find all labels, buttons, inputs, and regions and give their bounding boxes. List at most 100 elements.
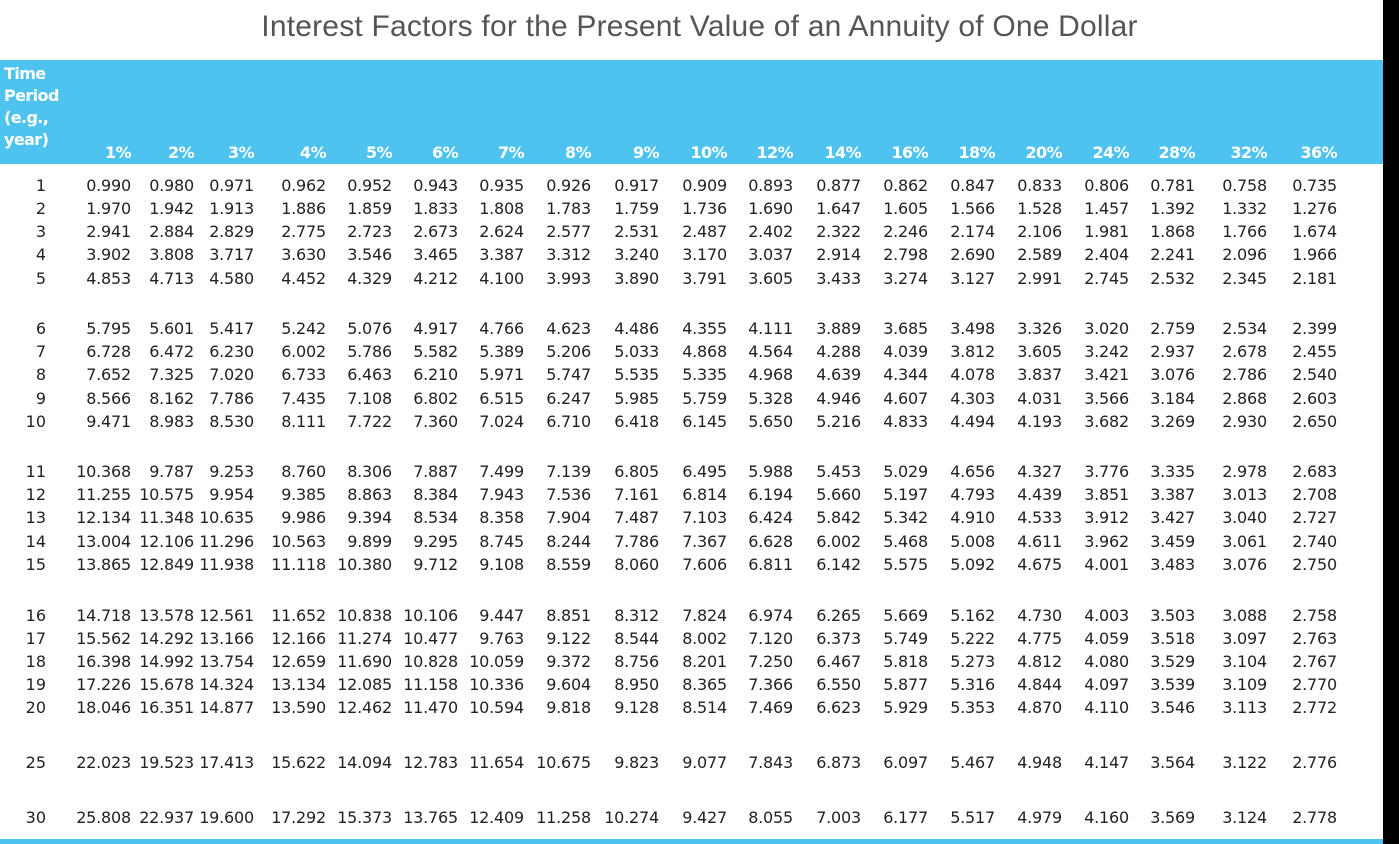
- factor-cell: 2.770: [1292, 675, 1337, 694]
- factor-cell: 2.487: [682, 222, 727, 241]
- factor-cell: 4.288: [816, 342, 861, 361]
- period-cell: 4: [35, 245, 46, 264]
- factor-cell: 2.181: [1292, 269, 1337, 288]
- factor-cell: 7.325: [149, 365, 194, 384]
- period-header-line: year): [4, 130, 49, 149]
- factor-cell: 11.652: [271, 606, 326, 625]
- factor-cell: 2.577: [546, 222, 591, 241]
- factor-cell: 2.708: [1292, 485, 1337, 504]
- factor-cell: 9.712: [413, 555, 458, 574]
- factor-cell: 4.533: [1017, 508, 1062, 527]
- factor-cell: 12.849: [139, 555, 194, 574]
- period-cell: 8: [35, 365, 46, 384]
- factor-cell: 5.029: [883, 462, 928, 481]
- factor-cell: 5.795: [86, 319, 131, 338]
- factor-cell: 7.786: [209, 389, 254, 408]
- factor-cell: 1.566: [950, 199, 995, 218]
- factor-cell: 4.097: [1084, 675, 1129, 694]
- rate-column-header: 8%: [565, 143, 592, 162]
- factor-cell: 1.690: [748, 199, 793, 218]
- factor-cell: 8.312: [614, 606, 659, 625]
- factor-cell: 13.754: [199, 652, 254, 671]
- factor-cell: 2.404: [1084, 245, 1129, 264]
- factor-cell: 1.833: [413, 199, 458, 218]
- factor-cell: 7.360: [413, 412, 458, 431]
- factor-cell: 1.647: [816, 199, 861, 218]
- period-cell: 25: [25, 753, 46, 772]
- factor-cell: 7.366: [748, 675, 793, 694]
- factor-cell: 17.413: [199, 753, 254, 772]
- period-cell: 13: [25, 508, 46, 527]
- factor-cell: 4.793: [950, 485, 995, 504]
- factor-cell: 5.216: [816, 412, 861, 431]
- factor-cell: 4.001: [1084, 555, 1129, 574]
- factor-cell: 12.106: [139, 532, 194, 551]
- factor-cell: 2.868: [1222, 389, 1267, 408]
- factor-cell: 2.096: [1222, 245, 1267, 264]
- factor-cell: 8.851: [546, 606, 591, 625]
- page-title: Interest Factors for the Present Value o…: [261, 10, 1138, 43]
- rate-column-header: 18%: [958, 143, 996, 162]
- factor-cell: 2.322: [816, 222, 861, 241]
- factor-cell: 5.316: [950, 675, 995, 694]
- factor-cell: 11.258: [536, 808, 591, 827]
- factor-cell: 4.059: [1084, 629, 1129, 648]
- factor-cell: 9.471: [86, 412, 131, 431]
- factor-cell: 12.409: [469, 808, 524, 827]
- factor-cell: 4.607: [883, 389, 928, 408]
- factor-cell: 9.986: [281, 508, 326, 527]
- factor-cell: 4.111: [748, 319, 793, 338]
- factor-cell: 0.980: [149, 176, 194, 195]
- factor-cell: 0.971: [209, 176, 254, 195]
- factor-cell: 5.971: [479, 365, 524, 384]
- factor-cell: 10.635: [199, 508, 254, 527]
- factor-cell: 8.060: [614, 555, 659, 574]
- factor-cell: 3.242: [1084, 342, 1129, 361]
- factor-cell: 2.745: [1084, 269, 1129, 288]
- factor-cell: 12.085: [337, 675, 392, 694]
- factor-cell: 6.194: [748, 485, 793, 504]
- factor-cell: 6.710: [546, 412, 591, 431]
- factor-cell: 1.605: [883, 199, 928, 218]
- factor-cell: 5.818: [883, 652, 928, 671]
- factor-cell: 0.909: [682, 176, 727, 195]
- factor-cell: 8.760: [281, 462, 326, 481]
- factor-cell: 1.736: [682, 199, 727, 218]
- factor-cell: 10.274: [604, 808, 659, 827]
- factor-cell: 5.222: [950, 629, 995, 648]
- factor-cell: 1.783: [546, 199, 591, 218]
- factor-cell: 10.575: [139, 485, 194, 504]
- factor-cell: 6.811: [748, 555, 793, 574]
- factor-cell: 0.847: [950, 176, 995, 195]
- factor-cell: 10.563: [271, 532, 326, 551]
- factor-cell: 5.206: [546, 342, 591, 361]
- factor-cell: 2.772: [1292, 698, 1337, 717]
- factor-cell: 4.775: [1017, 629, 1062, 648]
- factor-cell: 2.455: [1292, 342, 1337, 361]
- factor-cell: 10.477: [403, 629, 458, 648]
- factor-cell: 6.467: [816, 652, 861, 671]
- factor-cell: 4.656: [950, 462, 995, 481]
- factor-cell: 7.843: [748, 753, 793, 772]
- factor-cell: 0.877: [816, 176, 861, 195]
- factor-cell: 6.265: [816, 606, 861, 625]
- factor-cell: 8.384: [413, 485, 458, 504]
- factor-cell: 5.650: [748, 412, 793, 431]
- factor-cell: 2.767: [1292, 652, 1337, 671]
- factor-cell: 7.499: [479, 462, 524, 481]
- rate-column-header: 2%: [168, 143, 195, 162]
- factor-cell: 0.952: [347, 176, 392, 195]
- factor-cell: 8.534: [413, 508, 458, 527]
- factor-cell: 8.559: [546, 555, 591, 574]
- rate-column-header: 12%: [756, 143, 794, 162]
- factor-cell: 0.735: [1292, 176, 1337, 195]
- factor-cell: 4.039: [883, 342, 928, 361]
- rate-column-header: 5%: [366, 143, 393, 162]
- factor-cell: 7.108: [347, 389, 392, 408]
- factor-cell: 12.166: [271, 629, 326, 648]
- period-column-header: Time Period (e.g., year): [4, 63, 74, 151]
- factor-cell: 8.514: [682, 698, 727, 717]
- factor-cell: 8.365: [682, 675, 727, 694]
- factor-cell: 10.380: [337, 555, 392, 574]
- factor-cell: 1.674: [1292, 222, 1337, 241]
